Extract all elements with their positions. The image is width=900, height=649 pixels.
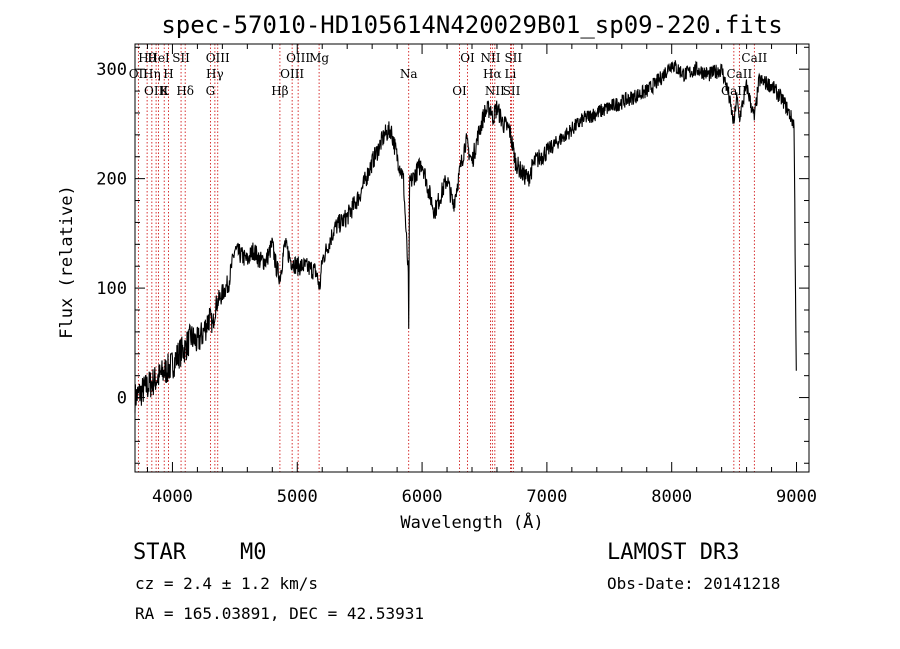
line-marker-label: CaII bbox=[721, 84, 747, 98]
redshift-info: cz = 2.4 ± 1.2 km/s bbox=[135, 574, 319, 593]
line-marker-label: Hβ bbox=[271, 84, 288, 98]
line-marker-label: Hη bbox=[143, 67, 161, 81]
y-tick-label: 200 bbox=[96, 170, 127, 190]
axis-ticks: 4000 5000 6000 7000 8000 9000 0 100 200 300 bbox=[96, 44, 817, 507]
plot-frame bbox=[134, 43, 810, 473]
line-marker-label: K bbox=[160, 84, 170, 98]
line-marker-label: OI bbox=[452, 84, 467, 98]
line-marker-label: Hα bbox=[483, 67, 502, 81]
x-tick-label: 8000 bbox=[651, 487, 692, 507]
spectrum-line bbox=[134, 60, 797, 413]
line-marker-label: OII bbox=[129, 67, 149, 81]
line-marker-label: Hθ bbox=[138, 51, 156, 65]
line-marker-label: NII bbox=[485, 84, 505, 98]
coordinates: RA = 165.03891, DEC = 42.53931 bbox=[135, 604, 424, 623]
spectral-line-markers bbox=[137, 44, 755, 472]
line-marker-label: CaII bbox=[726, 67, 752, 81]
line-marker-label: OIII bbox=[286, 51, 310, 65]
line-marker-label: OIII bbox=[144, 84, 168, 98]
line-marker-label: CaII bbox=[741, 51, 767, 65]
y-tick-label: 300 bbox=[96, 60, 127, 80]
line-marker-label: SII bbox=[504, 51, 522, 65]
y-axis-label: Flux (relative) bbox=[57, 185, 77, 339]
object-class: STAR bbox=[133, 540, 186, 565]
chart-title: spec-57010-HD105614N420029B01_sp09-220.f… bbox=[161, 11, 782, 39]
y-tick-label: 100 bbox=[96, 279, 127, 299]
x-tick-label: 6000 bbox=[402, 487, 443, 507]
line-marker-label: Li bbox=[505, 67, 517, 81]
line-marker-label: Hδ bbox=[176, 84, 194, 98]
line-marker-label: HeI bbox=[147, 51, 170, 65]
line-marker-label: H bbox=[163, 67, 173, 81]
line-marker-label: NII bbox=[480, 51, 500, 65]
x-tick-label: 7000 bbox=[526, 487, 567, 507]
line-marker-label: OI bbox=[460, 51, 475, 65]
line-marker-label: OIII bbox=[280, 67, 304, 81]
line-marker-label: G bbox=[206, 84, 216, 98]
x-tick-label: 9000 bbox=[776, 487, 817, 507]
line-marker-label: Mg bbox=[309, 51, 329, 65]
line-marker-label: OIII bbox=[206, 51, 230, 65]
x-tick-label: 5000 bbox=[277, 487, 318, 507]
line-marker-label: Hγ bbox=[206, 67, 224, 81]
obs-date: Obs-Date: 20141218 bbox=[607, 574, 781, 593]
spectral-line-labels: Hθ OII OIII HeI Hη K SII HHδ OIII Hγ G OIII OIII Hβ Mg… bbox=[129, 51, 768, 98]
line-marker-label: SII bbox=[172, 51, 190, 65]
survey-name: LAMOST DR3 bbox=[607, 540, 740, 565]
y-tick-label: 0 bbox=[117, 389, 127, 409]
line-marker-label: SII bbox=[503, 84, 521, 98]
x-axis-label: Wavelength (Å) bbox=[400, 511, 543, 533]
x-tick-label: 4000 bbox=[152, 487, 193, 507]
object-subclass: M0 bbox=[240, 540, 267, 565]
line-marker-label: Na bbox=[400, 67, 418, 81]
